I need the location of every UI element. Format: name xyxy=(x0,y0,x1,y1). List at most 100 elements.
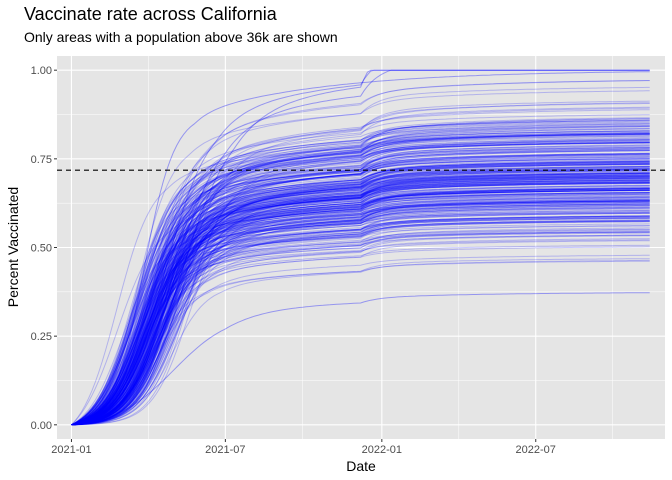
series-line xyxy=(71,90,650,426)
series-line xyxy=(71,258,650,426)
series-line xyxy=(71,193,650,426)
series-line xyxy=(71,149,650,426)
series-line xyxy=(71,240,650,426)
series-line xyxy=(71,166,650,426)
series-line xyxy=(71,187,650,426)
series-line xyxy=(71,119,650,426)
series-line xyxy=(71,239,650,426)
series-line xyxy=(71,160,650,426)
series-line xyxy=(71,200,650,426)
series-line xyxy=(71,125,650,426)
series-line xyxy=(71,187,650,426)
series-line xyxy=(71,133,650,426)
series-line xyxy=(71,172,650,426)
series-line xyxy=(71,149,650,426)
series-line xyxy=(71,195,650,426)
series-line xyxy=(71,132,650,426)
series-line xyxy=(71,118,650,426)
series-line xyxy=(71,231,650,426)
series-line xyxy=(71,177,650,426)
series-line xyxy=(71,150,650,426)
series-line xyxy=(71,130,650,426)
series-line xyxy=(71,172,650,426)
series-line xyxy=(71,218,650,426)
series-line xyxy=(71,234,650,426)
series-line xyxy=(71,136,650,426)
series-line xyxy=(71,86,650,426)
series-line xyxy=(71,193,650,426)
series-line xyxy=(71,212,650,426)
series-line xyxy=(71,190,650,426)
series-line xyxy=(71,188,650,426)
series-line xyxy=(71,142,650,426)
series-line xyxy=(71,128,650,426)
series-line xyxy=(71,144,650,426)
series-line xyxy=(71,125,650,426)
series-line xyxy=(71,100,650,426)
series-line xyxy=(71,142,650,426)
series-line xyxy=(71,174,650,426)
series-line xyxy=(71,103,650,426)
series-line xyxy=(71,200,650,426)
series-line xyxy=(71,221,650,426)
series-line xyxy=(71,200,650,426)
series-line xyxy=(71,153,650,426)
series-line xyxy=(71,161,650,426)
series-line xyxy=(71,173,650,426)
series-line xyxy=(71,227,650,426)
series-line xyxy=(71,221,650,426)
series-line xyxy=(71,118,650,426)
series-line xyxy=(71,148,650,426)
series-line xyxy=(71,201,650,426)
series-line xyxy=(71,120,650,426)
series-line xyxy=(71,198,650,426)
series-line xyxy=(71,142,650,426)
series-line xyxy=(71,180,650,426)
series-line xyxy=(71,196,650,426)
series-line xyxy=(71,205,650,426)
series-line xyxy=(71,145,650,426)
series-line xyxy=(71,182,650,426)
series-line xyxy=(71,130,650,426)
major-gridlines xyxy=(57,56,665,439)
series-line xyxy=(71,202,650,426)
series-line xyxy=(71,69,650,426)
series-line xyxy=(71,142,650,426)
series-line xyxy=(71,154,650,426)
series-line xyxy=(71,132,650,426)
series-line xyxy=(71,139,650,426)
series-line xyxy=(71,200,650,426)
series-line xyxy=(71,235,650,426)
series-line xyxy=(71,121,650,426)
series-line xyxy=(71,175,650,426)
series-line xyxy=(71,156,650,426)
series-line xyxy=(71,260,650,426)
series-line xyxy=(71,163,650,426)
series-line xyxy=(71,204,650,426)
x-axis-title: Date xyxy=(346,458,376,474)
series-line xyxy=(71,231,650,426)
series-line xyxy=(71,187,650,426)
series-line xyxy=(71,119,650,426)
series-line xyxy=(71,139,650,426)
series-line xyxy=(71,167,650,426)
series-line xyxy=(71,184,650,426)
series-line xyxy=(71,107,650,426)
series-line xyxy=(71,238,650,426)
series-line xyxy=(71,207,650,426)
series-line xyxy=(71,212,650,426)
series-line xyxy=(71,189,650,426)
series-line xyxy=(71,133,650,426)
x-tick-label: 2022-01 xyxy=(362,444,402,456)
series-line xyxy=(71,172,650,426)
series-line xyxy=(71,176,650,426)
series-line xyxy=(71,189,650,426)
series-line xyxy=(71,225,650,426)
series-line xyxy=(71,153,650,426)
series-line xyxy=(71,172,650,426)
series-line xyxy=(71,223,650,426)
series-line xyxy=(71,200,650,426)
series-line xyxy=(71,215,650,426)
series-line xyxy=(71,166,650,426)
series-line xyxy=(71,158,650,426)
